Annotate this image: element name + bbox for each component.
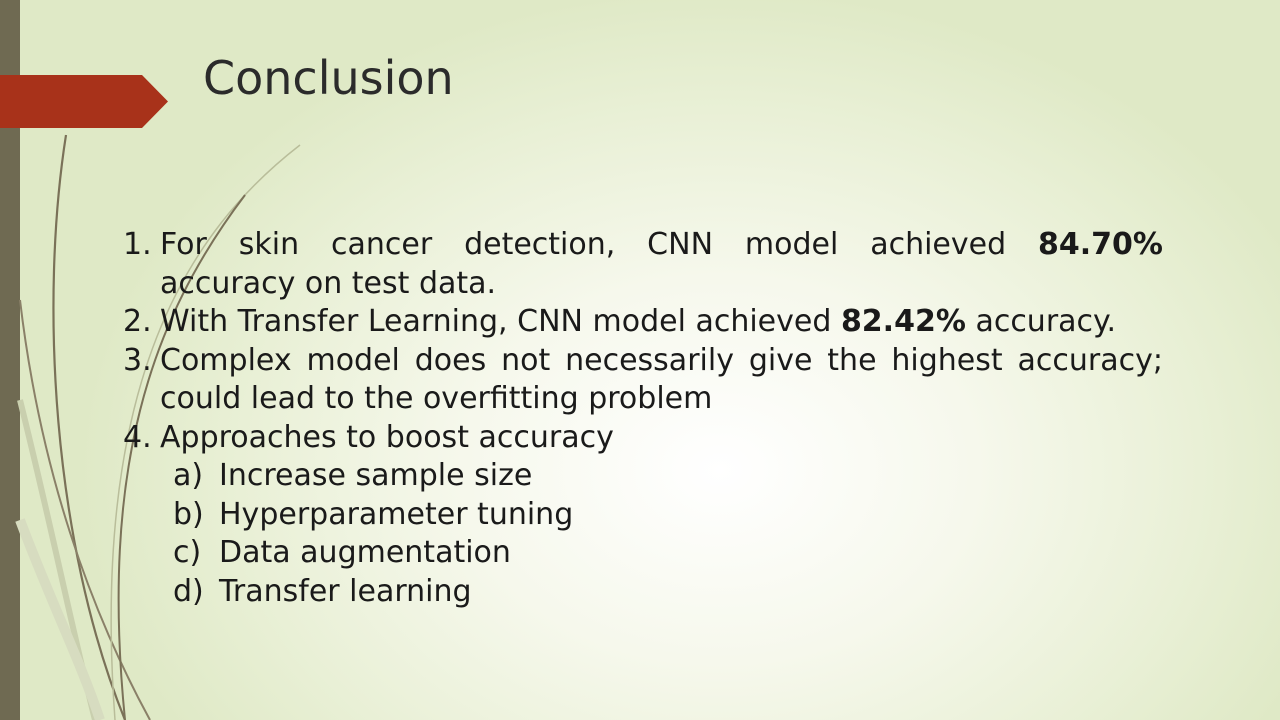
sub-item-text: Hyperparameter tuning [219, 496, 574, 532]
item-number: 3. [123, 342, 152, 378]
slide-title: Conclusion [203, 51, 454, 105]
sub-item-c: c) Data augmentation [123, 534, 1163, 573]
item-2-text: With Transfer Learning, CNN model achiev… [160, 304, 1117, 339]
item-3-line-1: Complex model does not necessarily give … [160, 342, 1163, 378]
list-item-1: 1. For skin cancer detection, CNN model … [123, 226, 1163, 303]
list-item-3: 3. Complex model does not necessarily gi… [123, 342, 1163, 419]
sub-item-a: a) Increase sample size [123, 457, 1163, 496]
sub-item-text: Increase sample size [219, 458, 533, 493]
sub-item-letter: a) [173, 458, 204, 493]
list-item-4: 4. Approaches to boost accuracy [123, 419, 1163, 458]
item-3-line-2: could lead to the overfitting problem [160, 381, 713, 416]
sub-item-text: Data augmentation [219, 535, 511, 570]
item-4-text: Approaches to boost accuracy [160, 419, 614, 455]
conclusion-list: 1. For skin cancer detection, CNN model … [123, 226, 1163, 611]
sub-item-letter: d) [173, 573, 204, 609]
item-1-line-1: For skin cancer detection, CNN model ach… [160, 227, 1163, 262]
list-item-2: 2. With Transfer Learning, CNN model ach… [123, 303, 1163, 342]
sub-item-letter: b) [173, 496, 204, 532]
item-number: 4. [123, 419, 152, 455]
sub-item-letter: c) [173, 535, 202, 570]
side-bar [0, 0, 20, 720]
arrow-pentagon-icon [0, 75, 168, 128]
sub-item-d: d) Transfer learning [123, 573, 1163, 612]
item-1-line-2: accuracy on test data. [160, 265, 497, 301]
item-number: 2. [123, 304, 152, 339]
sub-item-text: Transfer learning [219, 573, 472, 609]
sub-item-b: b) Hyperparameter tuning [123, 496, 1163, 535]
accuracy-value-transfer: 82.42% [840, 304, 966, 339]
accuracy-value-cnn: 84.70% [1038, 227, 1163, 262]
decorative-curves [15, 134, 301, 720]
item-number: 1. [123, 227, 152, 262]
